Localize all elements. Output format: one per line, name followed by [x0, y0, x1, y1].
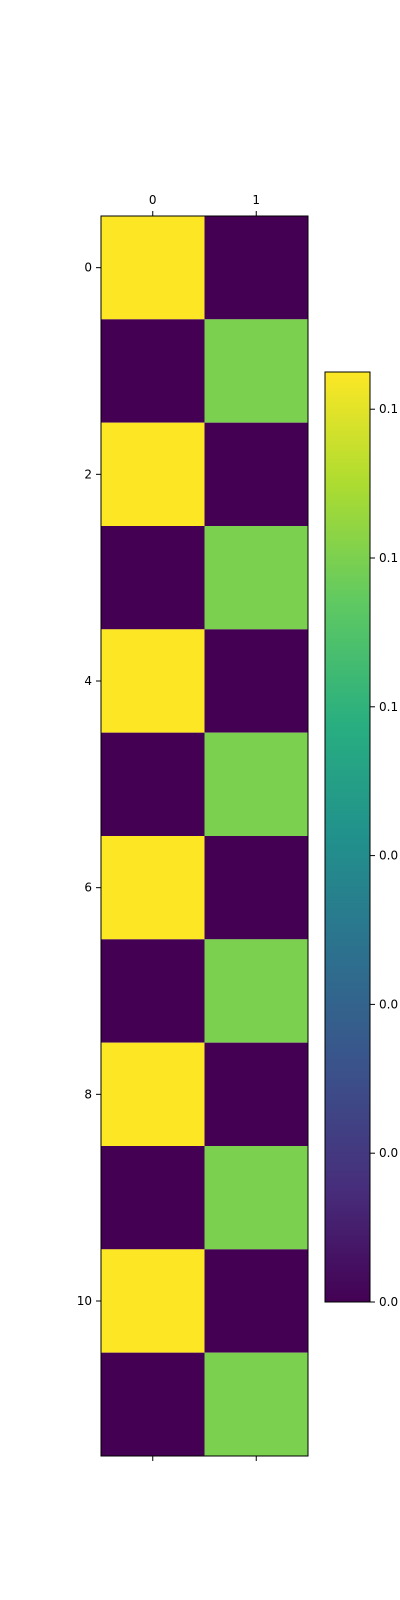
- heatmap-cell-r10-c0: [101, 1249, 205, 1353]
- heatmap-cell-r2-c0: [101, 422, 205, 526]
- heatmap-cell-r8-c0: [101, 1042, 205, 1146]
- heatmap-cell-r3-c1: [204, 526, 308, 630]
- heatmap-cell-r11-c0: [101, 1352, 205, 1456]
- heatmap-plot-area: [101, 216, 308, 1456]
- y-tick-label-1: 2: [84, 467, 92, 481]
- heatmap-cell-r10-c1: [204, 1249, 308, 1353]
- colorbar-tick-label-0: 0.0: [379, 1295, 398, 1309]
- y-tick-label-3: 6: [84, 881, 92, 895]
- heatmap-cell-r3-c0: [101, 526, 205, 630]
- heatmap-cell-r0-c1: [204, 216, 308, 320]
- heatmap-cell-r1-c1: [204, 319, 308, 423]
- y-tick-label-0: 0: [84, 261, 92, 275]
- heatmap-cell-r2-c1: [204, 422, 308, 526]
- heatmap-cell-r4-c1: [204, 629, 308, 733]
- heatmap-cell-r9-c0: [101, 1146, 205, 1250]
- y-tick-label-5: 10: [77, 1294, 92, 1308]
- heatmap-cell-r6-c0: [101, 836, 205, 940]
- colorbar-tick-label-6: 0.1: [379, 402, 398, 416]
- heatmap-frame: [100, 215, 309, 1457]
- colorbar: [324, 371, 371, 1303]
- heatmap-cell-r11-c1: [204, 1352, 308, 1456]
- x-axis-bottom: [152, 1456, 257, 1461]
- heatmap-cell-r8-c1: [204, 1042, 308, 1146]
- x-tick-label-0: 0: [149, 193, 157, 207]
- colorbar-axis: 0.0 0.0 0.0 0.0 0.1 0.1 0.1: [370, 402, 398, 1309]
- heatmap-cell-r5-c1: [204, 732, 308, 836]
- heatmap-cell-r6-c1: [204, 836, 308, 940]
- y-axis: 0 2 4 6 8 10: [77, 261, 101, 1308]
- colorbar-tick-label-2: 0.0: [379, 997, 398, 1011]
- heatmap-cell-r0-c0: [101, 216, 205, 320]
- colorbar-tick-label-5: 0.1: [379, 551, 398, 565]
- y-tick-label-4: 8: [84, 1087, 92, 1101]
- heatmap-cell-r5-c0: [101, 732, 205, 836]
- y-tick-label-2: 4: [84, 674, 92, 688]
- heatmap-cell-r4-c0: [101, 629, 205, 733]
- colorbar-tick-label-3: 0.0: [379, 849, 398, 863]
- colorbar-tick-label-1: 0.0: [379, 1146, 398, 1160]
- colorbar-tick-label-4: 0.1: [379, 700, 398, 714]
- heatmap-cell-r7-c0: [101, 939, 205, 1043]
- heatmap-cell-r1-c0: [101, 319, 205, 423]
- heatmap-cell-r7-c1: [204, 939, 308, 1043]
- x-tick-label-1: 1: [252, 193, 260, 207]
- heatmap-cell-r9-c1: [204, 1146, 308, 1250]
